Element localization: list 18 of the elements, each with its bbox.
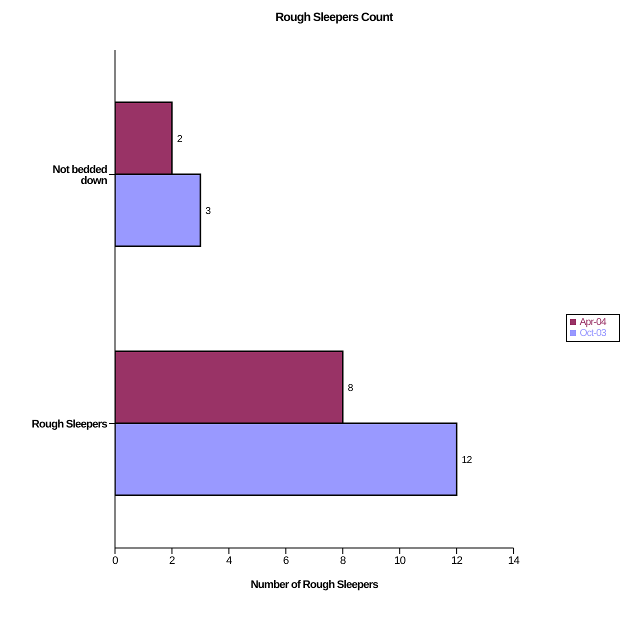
chart-title: Rough Sleepers Count	[274, 9, 394, 26]
x-tick-label: 2	[169, 554, 176, 567]
data-label: 3	[205, 206, 212, 217]
x-axis-title: Number of Rough Sleepers	[250, 579, 378, 591]
x-tick-label: 14	[508, 554, 520, 567]
data-label: 12	[462, 454, 473, 466]
x-tick-label: 10	[394, 554, 406, 567]
data-label: 2	[176, 134, 183, 145]
x-tick-label: 12	[451, 554, 463, 567]
x-tick-label: 8	[340, 554, 346, 567]
legend-label: Oct-03	[580, 328, 606, 339]
legend-label: Apr-04	[580, 317, 606, 328]
y-tick-label: Rough Sleepers	[32, 418, 108, 430]
x-tick-label: 4	[226, 554, 232, 567]
x-tick-label: 0	[112, 554, 118, 567]
y-tick-label: Not bedded down	[52, 164, 108, 187]
x-tick-label: 6	[283, 554, 290, 567]
data-label: 8	[348, 382, 354, 394]
